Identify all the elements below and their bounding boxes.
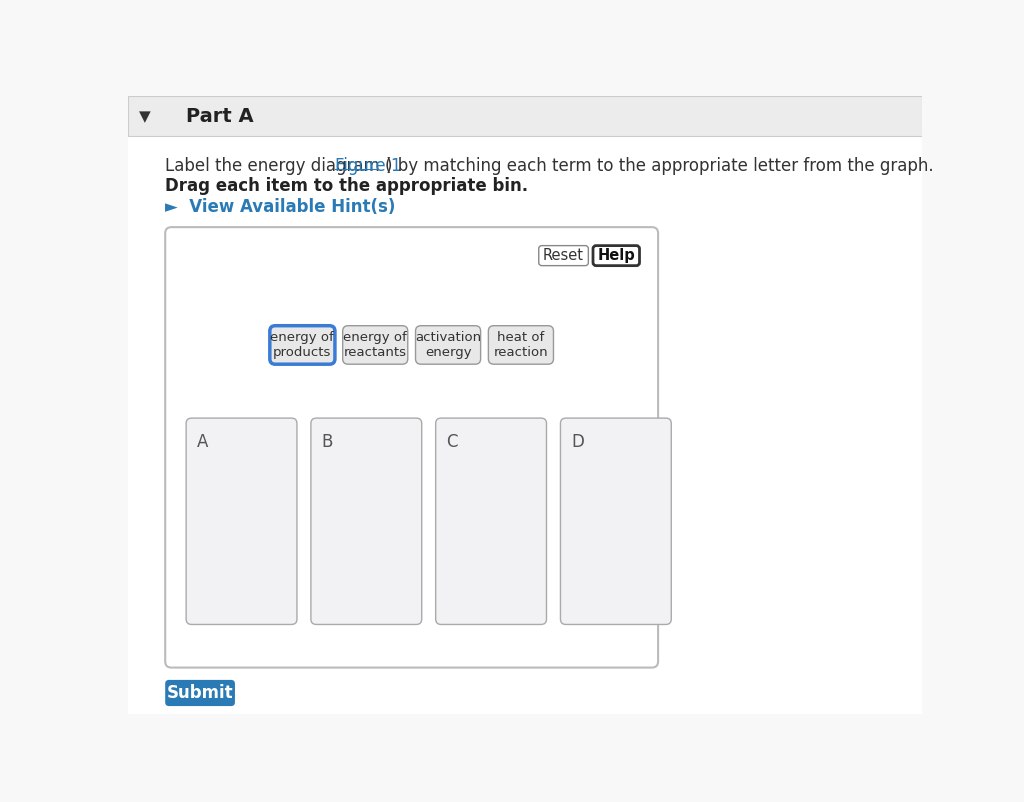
FancyBboxPatch shape (416, 326, 480, 364)
FancyBboxPatch shape (311, 418, 422, 625)
FancyBboxPatch shape (560, 418, 672, 625)
Text: ►  View Available Hint(s): ► View Available Hint(s) (165, 198, 395, 216)
Text: D: D (571, 434, 584, 452)
Bar (128, 96, 922, 136)
Text: Submit: Submit (167, 684, 233, 702)
FancyBboxPatch shape (270, 326, 335, 364)
Text: energy of
reactants: energy of reactants (343, 331, 408, 359)
Text: heat of
reaction: heat of reaction (494, 331, 548, 359)
FancyBboxPatch shape (343, 326, 408, 364)
Text: activation
energy: activation energy (415, 331, 481, 359)
FancyBboxPatch shape (186, 418, 297, 625)
FancyBboxPatch shape (539, 245, 589, 265)
Text: ) by matching each term to the appropriate letter from the graph.: ) by matching each term to the appropria… (386, 156, 934, 175)
Text: energy of
products: energy of products (270, 331, 334, 359)
FancyBboxPatch shape (593, 245, 640, 265)
Text: A: A (197, 434, 208, 452)
Text: Help: Help (597, 248, 635, 263)
Text: Figure 1: Figure 1 (335, 156, 401, 175)
Text: C: C (446, 434, 458, 452)
Text: Label the energy diagram (: Label the energy diagram ( (165, 156, 391, 175)
Text: Part A: Part A (186, 107, 254, 126)
FancyBboxPatch shape (165, 227, 658, 667)
Text: Reset: Reset (543, 248, 584, 263)
FancyBboxPatch shape (435, 418, 547, 625)
FancyBboxPatch shape (488, 326, 554, 364)
Text: Drag each item to the appropriate bin.: Drag each item to the appropriate bin. (165, 176, 528, 195)
FancyBboxPatch shape (165, 680, 234, 706)
Text: ▼: ▼ (139, 109, 151, 124)
Text: B: B (322, 434, 333, 452)
